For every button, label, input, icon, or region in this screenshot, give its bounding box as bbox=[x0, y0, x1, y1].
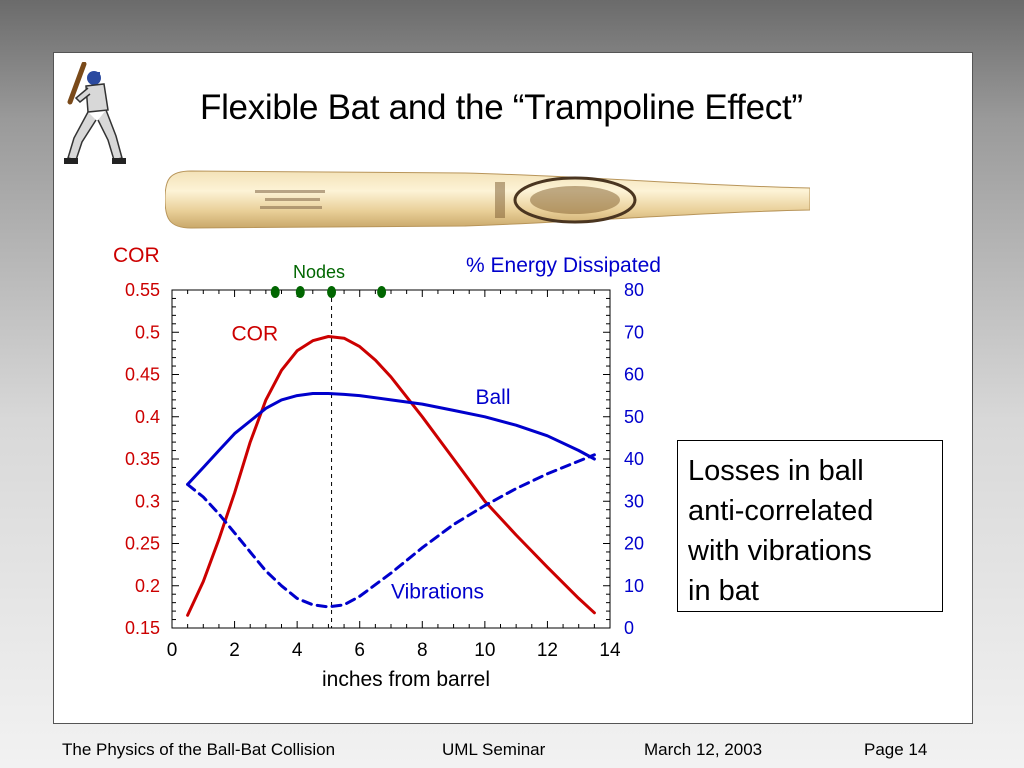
y-right-tick-label: 30 bbox=[624, 491, 644, 511]
x-tick-label: 12 bbox=[537, 640, 558, 661]
y-right-tick-label: 20 bbox=[624, 534, 644, 554]
y-left-tick-label: 0.2 bbox=[135, 576, 160, 596]
y-left-tick-label: 0.25 bbox=[125, 534, 160, 554]
node-marker bbox=[270, 286, 280, 298]
y-right-tick-label: 70 bbox=[624, 322, 644, 342]
y-right-axis-label: % Energy Dissipated bbox=[466, 254, 661, 277]
x-tick-label: 2 bbox=[229, 640, 240, 661]
x-tick-label: 14 bbox=[599, 640, 621, 661]
callout-line-1: Losses in ball bbox=[688, 455, 864, 487]
footer-date: March 12, 2003 bbox=[644, 740, 763, 759]
callout-line-4: in bat bbox=[688, 575, 759, 607]
y-left-tick-label: 0.4 bbox=[135, 407, 160, 427]
y-left-tick-label: 0.55 bbox=[125, 280, 160, 300]
x-tick-label: 8 bbox=[417, 640, 428, 661]
y-right-tick-label: 50 bbox=[624, 407, 644, 427]
y-right-tick-label: 10 bbox=[624, 576, 644, 596]
node-marker bbox=[327, 286, 337, 298]
series-line-ball bbox=[186, 392, 596, 486]
y-left-tick-label: 0.45 bbox=[125, 365, 160, 385]
slide-title: Flexible Bat and the “Trampoline Effect” bbox=[200, 88, 803, 127]
y-left-tick-label: 0.5 bbox=[135, 322, 160, 342]
callout-line-3: with vibrations bbox=[688, 535, 872, 567]
baseball-batter-icon bbox=[64, 62, 126, 164]
y-left-tick-label: 0.35 bbox=[125, 449, 160, 469]
x-tick-label: 6 bbox=[354, 640, 365, 661]
x-axis-label: inches from barrel bbox=[322, 668, 490, 691]
footer-page-number: Page 14 bbox=[864, 740, 928, 759]
node-marker bbox=[377, 286, 387, 298]
series-label-ball: Ball bbox=[475, 386, 510, 409]
callout-box: Losses in ball anti-correlated with vibr… bbox=[677, 440, 943, 612]
y-right-tick-label: 60 bbox=[624, 365, 644, 385]
y-right-tick-label: 40 bbox=[624, 449, 644, 469]
wooden-bat-image bbox=[165, 170, 810, 229]
footer-talk-title: The Physics of the Ball-Bat Collision bbox=[62, 740, 336, 759]
y-left-axis-label: COR bbox=[113, 244, 160, 267]
series-line-cor bbox=[186, 335, 596, 617]
series-label-vibrations: Vibrations bbox=[391, 580, 484, 603]
slide-frame bbox=[53, 52, 973, 724]
footer-seminar: UML Seminar bbox=[442, 740, 546, 759]
series-label-cor: COR bbox=[231, 323, 278, 346]
y-left-tick-label: 0.15 bbox=[125, 618, 160, 638]
y-left-tick-label: 0.3 bbox=[135, 491, 160, 511]
series-line-vibrations bbox=[186, 453, 596, 609]
x-tick-label: 4 bbox=[292, 640, 303, 661]
y-right-tick-label: 80 bbox=[624, 280, 644, 300]
callout-line-2: anti-correlated bbox=[688, 495, 874, 527]
nodes-label: Nodes bbox=[293, 262, 345, 282]
x-tick-label: 0 bbox=[167, 640, 178, 661]
node-marker bbox=[295, 286, 305, 298]
y-right-tick-label: 0 bbox=[624, 618, 634, 638]
x-tick-label: 10 bbox=[474, 640, 495, 661]
